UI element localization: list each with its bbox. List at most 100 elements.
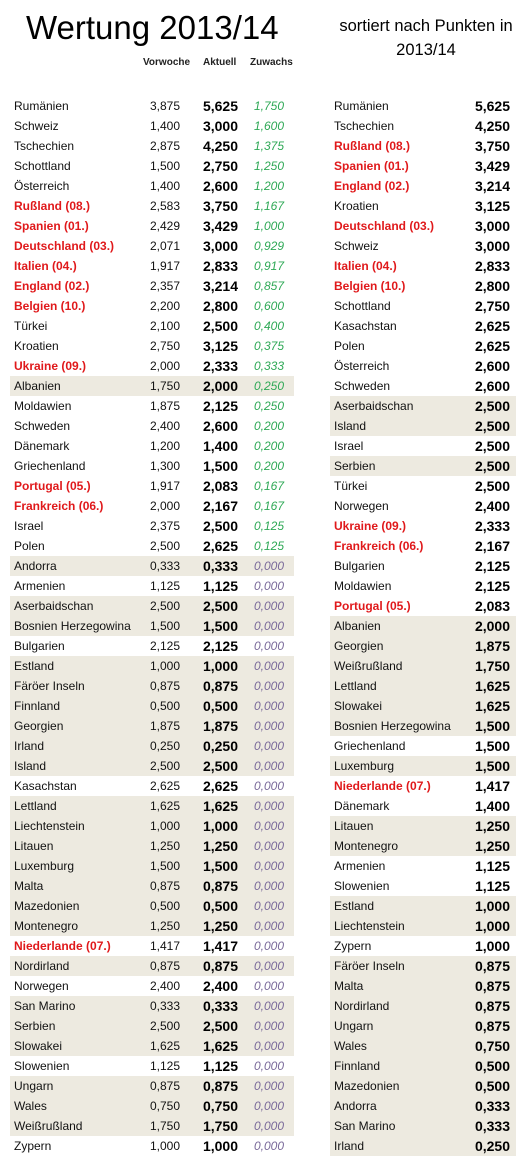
country-name: Albanien [14, 379, 61, 393]
current-value: 2,833 [474, 258, 510, 274]
previous-week-value: 1,625 [149, 1039, 180, 1053]
current-value: 2,625 [202, 778, 238, 794]
current-value: 2,167 [202, 498, 238, 514]
gain-value: 1,167 [253, 199, 284, 213]
country-name: Weißrußland [334, 659, 403, 673]
country-name: Moldawien [14, 399, 72, 413]
gain-value: 1,750 [253, 99, 284, 113]
country-name: Kasachstan [14, 779, 77, 793]
table-row: Kroatien 3,125 [330, 196, 516, 216]
previous-week-value: 1,500 [149, 159, 180, 173]
current-value: 1,125 [202, 578, 238, 594]
country-name: Frankreich (06.) [14, 499, 104, 513]
previous-week-value: 2,357 [149, 279, 180, 293]
country-name: Schweden [334, 379, 391, 393]
country-name: Finnland [334, 1059, 381, 1073]
current-value: 2,125 [202, 638, 238, 654]
gain-value: 0,000 [253, 1139, 284, 1153]
country-name: Bulgarien [14, 639, 65, 653]
previous-week-value: 1,875 [149, 399, 180, 413]
country-name: Israel [14, 519, 44, 533]
table-row: Kroatien 2,750 3,125 0,375 [10, 336, 294, 356]
table-row: Bulgarien 2,125 2,125 0,000 [10, 636, 294, 656]
table-row: Türkei 2,100 2,500 0,400 [10, 316, 294, 336]
table-row: Bosnien Herzegowina 1,500 1,500 0,000 [10, 616, 294, 636]
current-value: 2,625 [202, 538, 238, 554]
country-name: Andorra [14, 559, 57, 573]
table-row: Mazedonien 0,500 [330, 1076, 516, 1096]
page-title: Wertung 2013/14 [26, 9, 279, 46]
gain-value: 0,929 [253, 239, 284, 253]
gain-value: 0,000 [253, 1059, 284, 1073]
country-name: Schweden [14, 419, 71, 433]
previous-week-value: 2,400 [149, 979, 180, 993]
gain-value: 0,125 [253, 519, 284, 533]
country-name: Kroatien [334, 199, 379, 213]
current-value: 1,000 [202, 818, 238, 834]
current-value: 1,250 [474, 818, 510, 834]
gain-value: 1,600 [253, 119, 284, 133]
gain-value: 0,000 [253, 659, 284, 673]
country-name: Ukraine (09.) [14, 359, 87, 373]
gain-value: 0,333 [253, 359, 284, 373]
country-name: Zypern [14, 1139, 52, 1153]
country-name: Schottland [14, 159, 71, 173]
table-row: Ukraine (09.) 2,000 2,333 0,333 [10, 356, 294, 376]
current-value: 1,750 [474, 658, 510, 674]
table-row: Serbien 2,500 [330, 456, 516, 476]
table-row: Zypern 1,000 [330, 936, 516, 956]
table-row: Rumänien 5,625 [330, 96, 516, 116]
table-row: Österreich 2,600 [330, 356, 516, 376]
country-name: Tschechien [334, 119, 395, 133]
current-value: 1,125 [474, 858, 510, 874]
gain-value: 0,000 [253, 559, 284, 573]
previous-week-value: 1,125 [149, 579, 180, 593]
current-value: 2,800 [202, 298, 238, 314]
table-row: Lettland 1,625 1,625 0,000 [10, 796, 294, 816]
gain-value: 0,125 [253, 539, 284, 553]
previous-week-value: 0,250 [149, 739, 180, 753]
current-value: 1,625 [202, 1038, 238, 1054]
current-value: 1,417 [202, 938, 238, 954]
table-row: Irland 0,250 0,250 0,000 [10, 736, 294, 756]
gain-value: 0,000 [253, 639, 284, 653]
current-value: 2,333 [474, 518, 510, 534]
table-row: Andorra 0,333 0,333 0,000 [10, 556, 294, 576]
country-name: Portugal (05.) [334, 599, 411, 613]
previous-week-value: 2,500 [149, 599, 180, 613]
gain-value: 0,000 [253, 879, 284, 893]
country-name: San Marino [14, 999, 76, 1013]
table-row: Deutschland (03.) 2,071 3,000 0,929 [10, 236, 294, 256]
country-name: Griechenland [14, 459, 86, 473]
current-value: 3,429 [202, 218, 238, 234]
country-name: Spanien (01.) [334, 159, 409, 173]
country-name: Kroatien [14, 339, 59, 353]
table-row: Frankreich (06.) 2,000 2,167 0,167 [10, 496, 294, 516]
previous-week-value: 2,000 [149, 499, 180, 513]
country-name: Lettland [334, 679, 377, 693]
table-row: England (02.) 2,357 3,214 0,857 [10, 276, 294, 296]
current-value: 3,750 [202, 198, 238, 214]
table-row: Österreich 1,400 2,600 1,200 [10, 176, 294, 196]
table-row: Wales 0,750 0,750 0,000 [10, 1096, 294, 1116]
table-row: Armenien 1,125 [330, 856, 516, 876]
gain-value: 0,200 [253, 459, 284, 473]
current-value: 2,400 [474, 498, 510, 514]
table-row: Moldawien 1,875 2,125 0,250 [10, 396, 294, 416]
gain-value: 0,000 [253, 839, 284, 853]
current-value: 0,500 [474, 1058, 510, 1074]
table-row: Georgien 1,875 [330, 636, 516, 656]
table-row: Slowakei 1,625 [330, 696, 516, 716]
current-value: 0,875 [202, 958, 238, 974]
table-row: Schweiz 3,000 [330, 236, 516, 256]
table-row: Liechtenstein 1,000 1,000 0,000 [10, 816, 294, 836]
country-name: Spanien (01.) [14, 219, 89, 233]
current-value: 2,125 [474, 578, 510, 594]
country-name: Serbien [334, 459, 376, 473]
current-value: 0,333 [202, 558, 238, 574]
table-row: Andorra 0,333 [330, 1096, 516, 1116]
current-value: 2,500 [474, 458, 510, 474]
country-name: Österreich [334, 359, 390, 373]
previous-week-value: 0,500 [149, 899, 180, 913]
current-value: 0,500 [202, 898, 238, 914]
